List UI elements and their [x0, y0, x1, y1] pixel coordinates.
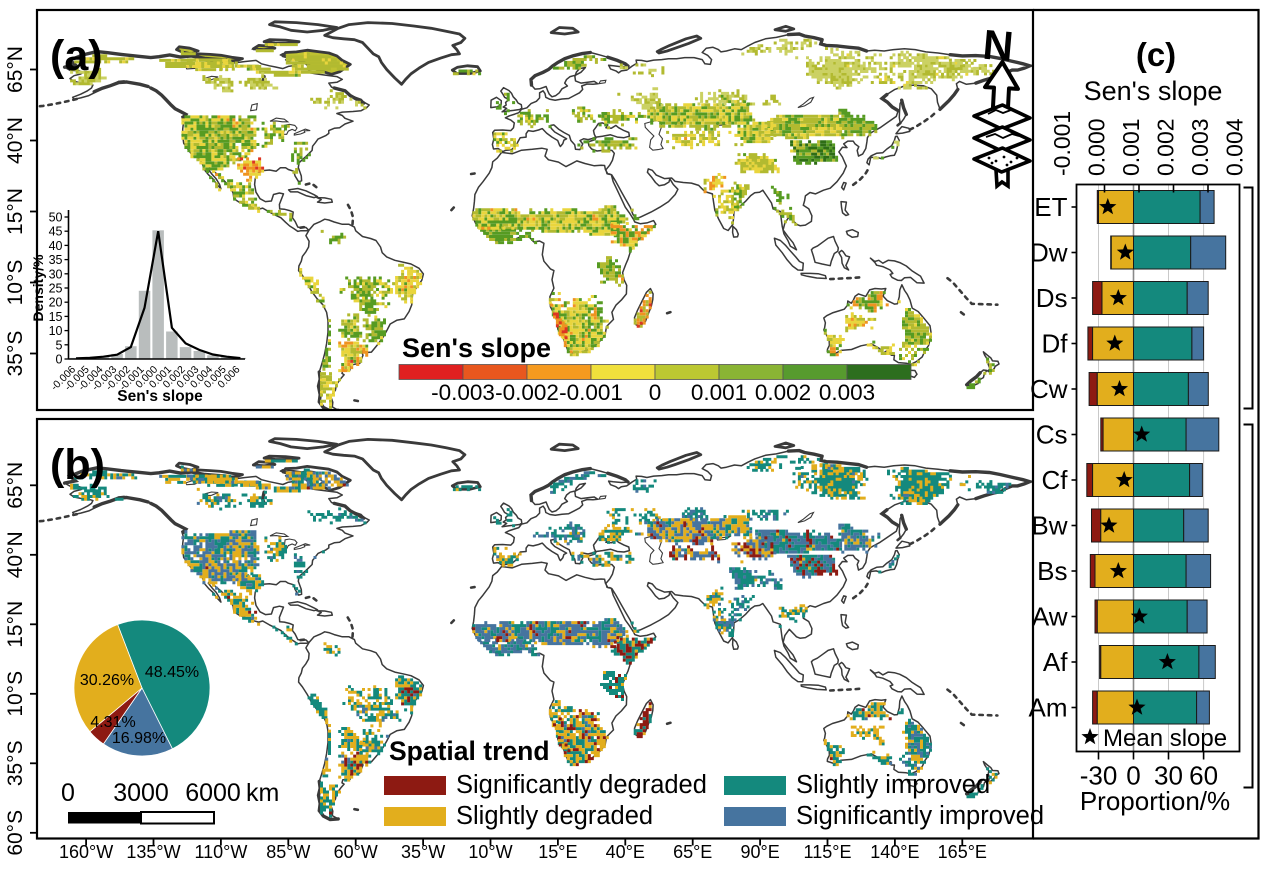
svg-text:40°E: 40°E: [606, 842, 645, 862]
svg-text:35: 35: [49, 253, 63, 267]
svg-text:60°S: 60°S: [4, 810, 27, 856]
svg-text:10°S: 10°S: [4, 671, 27, 717]
svg-text:0: 0: [1126, 761, 1140, 791]
svg-text:30: 30: [1154, 761, 1183, 791]
svg-text:15°E: 15°E: [538, 842, 577, 862]
svg-text:Bw: Bw: [1031, 511, 1067, 541]
svg-text:165°E: 165°E: [938, 842, 987, 862]
svg-text:15°N: 15°N: [4, 601, 27, 648]
svg-text:30.26%: 30.26%: [80, 672, 134, 689]
svg-text:40°N: 40°N: [4, 117, 27, 164]
svg-text:140°E: 140°E: [870, 842, 919, 862]
svg-text:15: 15: [49, 310, 63, 324]
svg-text:25: 25: [49, 282, 63, 296]
svg-text:Sen's slope: Sen's slope: [1084, 76, 1223, 106]
svg-text:0.001: 0.001: [1118, 118, 1144, 176]
svg-text:Af: Af: [1043, 647, 1068, 677]
svg-text:10°W: 10°W: [468, 842, 512, 862]
svg-text:50: 50: [49, 211, 63, 225]
svg-text:10: 10: [49, 324, 63, 338]
svg-text:Aw: Aw: [1032, 602, 1068, 632]
svg-text:0.000: 0.000: [1084, 118, 1110, 176]
svg-text:10°S: 10°S: [4, 260, 27, 306]
svg-text:110°W: 110°W: [194, 842, 247, 862]
svg-text:(b): (b): [50, 441, 105, 489]
svg-text:48.45%: 48.45%: [145, 664, 199, 681]
svg-text:Slightly improved: Slightly improved: [796, 771, 990, 799]
svg-text:-0.001: -0.001: [559, 380, 623, 405]
svg-text:Slightly degraded: Slightly degraded: [456, 802, 653, 830]
svg-text:0: 0: [649, 380, 662, 405]
svg-text:Am: Am: [1029, 693, 1068, 723]
svg-text:Cw: Cw: [1030, 374, 1068, 404]
svg-text:0.003: 0.003: [1187, 118, 1213, 176]
svg-text:0.001: 0.001: [691, 380, 747, 405]
svg-text:90°E: 90°E: [740, 842, 779, 862]
svg-text:0.002: 0.002: [1153, 118, 1179, 176]
svg-text:Spatial trend: Spatial trend: [389, 736, 550, 766]
svg-text:35°S: 35°S: [4, 740, 27, 786]
svg-text:160°W: 160°W: [59, 842, 113, 862]
svg-text:5: 5: [56, 338, 63, 352]
svg-text:0.003: 0.003: [819, 380, 875, 405]
svg-text:Significantly improved: Significantly improved: [796, 802, 1044, 830]
svg-text:135°W: 135°W: [126, 842, 180, 862]
svg-text:km: km: [246, 779, 279, 807]
svg-text:0.002: 0.002: [755, 380, 811, 405]
svg-text:85°W: 85°W: [266, 842, 310, 862]
svg-text:40: 40: [49, 239, 63, 253]
svg-text:30: 30: [49, 267, 63, 281]
svg-text:Dw: Dw: [1030, 238, 1068, 268]
svg-text:20: 20: [49, 296, 63, 310]
svg-text:-0.001: -0.001: [1049, 111, 1075, 176]
svg-text:Proportion/%: Proportion/%: [1080, 786, 1230, 816]
svg-text:Cf: Cf: [1042, 465, 1069, 495]
svg-text:Cs: Cs: [1036, 420, 1068, 450]
svg-text:-0.002: -0.002: [495, 380, 559, 405]
svg-text:Sen's slope: Sen's slope: [117, 388, 203, 405]
svg-text:-30: -30: [1080, 761, 1118, 791]
svg-text:(c): (c): [1136, 36, 1176, 73]
svg-text:Significantly degraded: Significantly degraded: [456, 771, 707, 799]
svg-text:65°N: 65°N: [4, 46, 27, 93]
svg-text:0.004: 0.004: [1222, 118, 1248, 176]
svg-text:3000: 3000: [113, 779, 169, 807]
svg-text:60°W: 60°W: [334, 842, 378, 862]
svg-text:ET: ET: [1034, 192, 1067, 222]
svg-text:115°E: 115°E: [804, 842, 852, 862]
svg-text:Ds: Ds: [1036, 283, 1068, 313]
svg-text:Sen's slope: Sen's slope: [402, 333, 551, 363]
svg-text:4.31%: 4.31%: [90, 714, 135, 731]
svg-text:65°E: 65°E: [673, 842, 712, 862]
svg-text:N: N: [981, 21, 1015, 70]
svg-text:45: 45: [49, 225, 63, 239]
svg-text:6000: 6000: [185, 779, 241, 807]
svg-text:60: 60: [1189, 761, 1218, 791]
svg-text:Df: Df: [1042, 329, 1069, 359]
svg-text:Mean slope: Mean slope: [1103, 725, 1227, 752]
svg-text:15°N: 15°N: [4, 188, 27, 235]
svg-text:35°W: 35°W: [401, 842, 445, 862]
svg-text:-0.003: -0.003: [431, 380, 495, 405]
svg-text:(a): (a): [50, 32, 103, 80]
svg-text:Bs: Bs: [1037, 556, 1067, 586]
svg-text:40°N: 40°N: [4, 531, 27, 578]
svg-text:0: 0: [61, 779, 75, 807]
svg-text:35°S: 35°S: [4, 331, 27, 377]
svg-text:65°N: 65°N: [4, 462, 27, 509]
svg-text:16.98%: 16.98%: [112, 730, 166, 747]
svg-text:0: 0: [56, 353, 63, 367]
svg-text:Density/%: Density/%: [30, 254, 46, 321]
